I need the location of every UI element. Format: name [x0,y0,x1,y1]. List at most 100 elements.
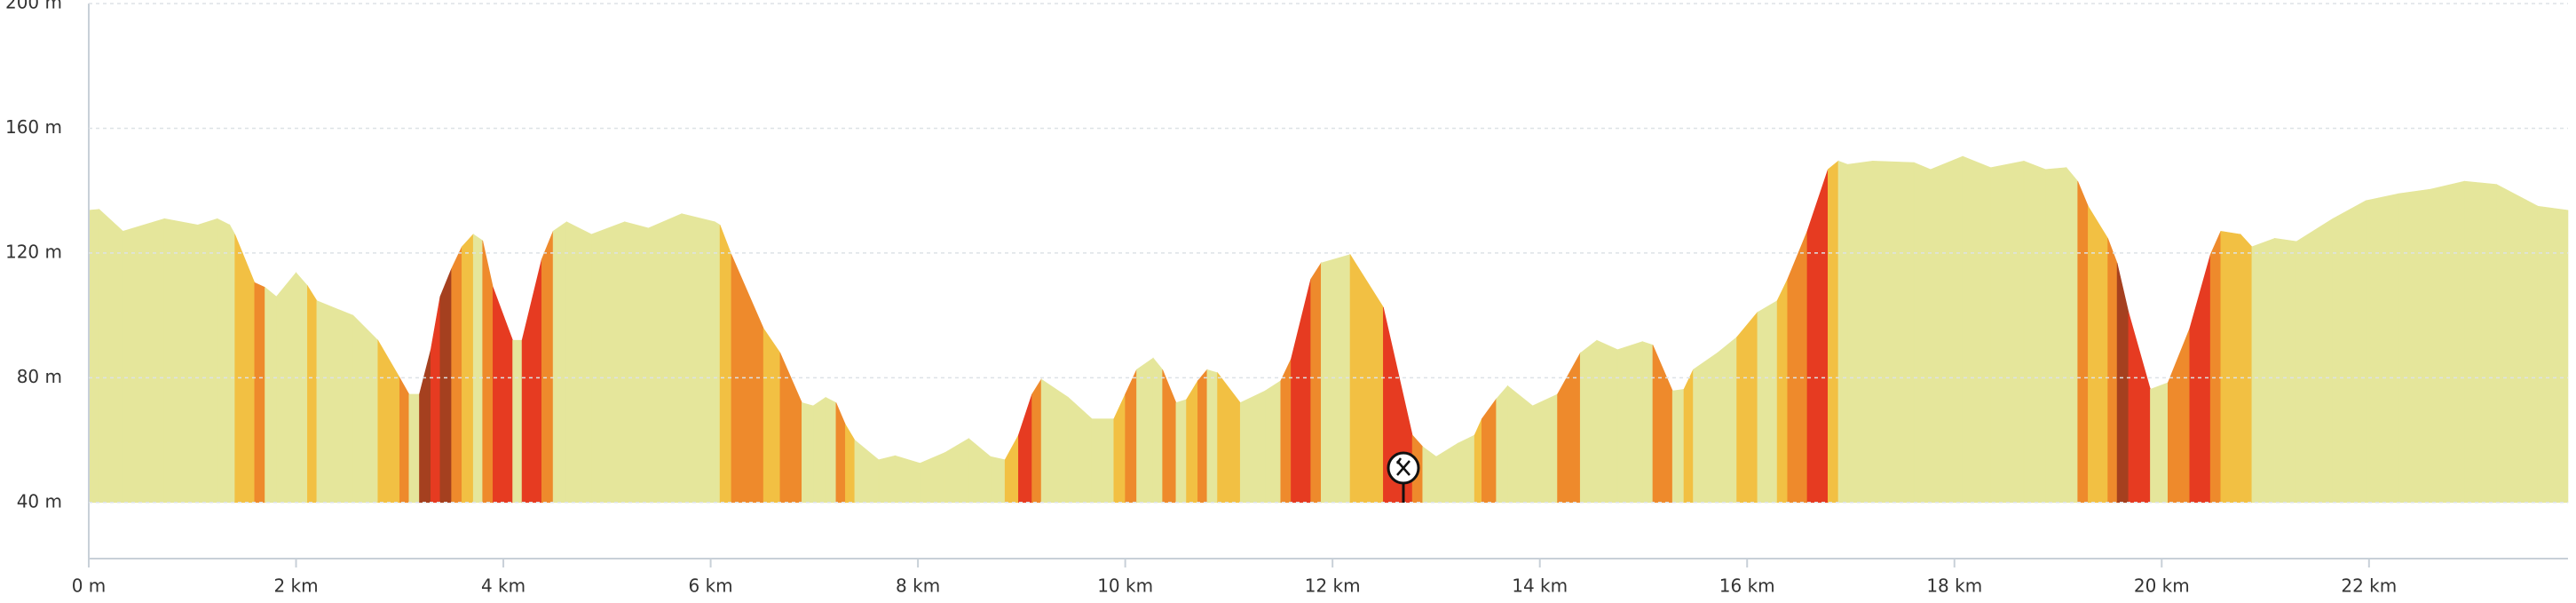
profile-segment [2220,230,2241,504]
profile-segment [968,438,992,504]
profile-segment [1091,418,1115,504]
profile-segment [2274,238,2297,504]
profile-segment [276,272,296,504]
profile-segment [2332,200,2367,504]
profile-segment [763,327,781,504]
profile-segment [197,218,218,504]
profile-segment [2150,382,2169,504]
profile-segment [1787,231,1808,504]
profile-segment [1962,155,1991,504]
profile-segment [2537,205,2569,504]
profile-segment [1068,396,1093,504]
profile-segment [265,286,277,504]
profile-segment [1321,254,1351,504]
y-tick-label: 200 m [5,0,62,13]
profile-segment [1349,253,1384,504]
profile-segment [1136,357,1154,504]
profile [88,155,2569,504]
profile-segment [2023,160,2046,504]
profile-segment [878,455,896,504]
profile-segment [1031,378,1042,504]
profile-segment [1671,388,1685,504]
profile-segment [681,213,715,504]
profile-segment [1004,434,1019,504]
x-tick-label: 8 km [896,575,940,597]
profile-segment [1239,390,1266,504]
y-tick-label: 120 m [5,241,62,262]
profile-segment [920,452,945,504]
profile-segment [1422,446,1437,504]
x-tick-label: 10 km [1097,575,1153,597]
profile-segment [854,439,880,504]
profile-segment [1507,385,1533,504]
profile-segment [2251,237,2275,504]
profile-segment [2295,218,2334,504]
profile-segment [1040,378,1069,504]
profile-segment [2077,181,2089,504]
profile-segment [1162,369,1177,504]
profile-segment [399,377,410,504]
profile-segment [1872,161,1915,504]
profile-segment [2066,166,2079,504]
profile-segment [1186,379,1198,504]
profile-segment [1435,442,1458,504]
profile-segment [895,455,921,504]
profile-segment [493,287,513,504]
profile-segment [624,221,649,504]
profile-segment [1532,393,1558,504]
x-tick-label: 18 km [1926,575,1982,597]
profile-segment [802,402,814,504]
profile-segment [1717,337,1737,504]
poi-glyph [1395,457,1410,476]
profile-segment [1206,369,1218,504]
x-tick-label: 16 km [1719,575,1775,597]
profile-segment [229,224,235,504]
profile-segment [2128,312,2151,504]
profile-segment [1482,398,1497,504]
x-tick-label: 20 km [2134,575,2190,597]
profile-segment [1557,352,1581,504]
profile-segment [2463,180,2497,504]
profile-segment [1579,339,1598,504]
profile-segment [2088,205,2108,504]
profile-segment [1291,279,1311,504]
profile-segment [451,246,462,504]
profile-segment [565,221,592,504]
profile-segment [408,393,420,504]
profile-segment [1113,393,1126,504]
profile-segment [825,396,837,504]
x-tick-label: 12 km [1305,575,1361,597]
profile-segment [1930,155,1964,504]
x-tick-label: 22 km [2341,575,2397,597]
profile-segment [719,225,732,504]
profile-segment [122,218,165,504]
profile-segment [163,218,198,504]
profile-segment [254,282,265,504]
profile-segment [1474,418,1482,504]
profile-segment [2398,188,2432,504]
profile-segment [296,272,308,504]
profile-segment [1693,353,1718,504]
profile-segment [1125,369,1137,504]
profile-segment [2430,180,2465,504]
y-tick-label: 160 m [5,116,62,138]
profile-segment [731,254,764,504]
profile-segment [2366,193,2398,504]
profile-segment [1458,434,1475,504]
profile-segment [462,234,474,504]
profile-segment [1616,341,1643,504]
profile-segment [1837,160,1848,504]
profile-segment [1757,300,1778,504]
profile-segment [1217,371,1241,504]
profile-segment [2045,167,2067,504]
profile-segment [541,231,554,504]
profile-segment [1496,385,1508,504]
profile-segment [431,297,441,504]
profile-segment [1018,393,1032,504]
profile-segment [990,456,1006,504]
profile-segment [1990,160,2025,504]
profile-segment [1847,160,1873,504]
profile-segment [714,221,721,504]
profile-segment [648,213,683,504]
